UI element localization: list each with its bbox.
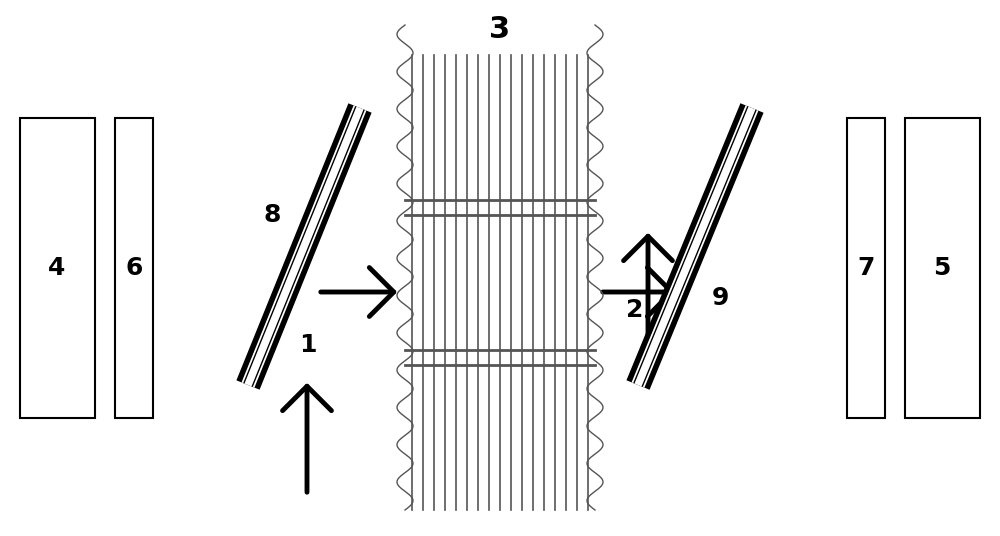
Text: 1: 1 (299, 333, 317, 357)
Text: 2: 2 (626, 298, 644, 322)
Text: 8: 8 (263, 203, 281, 227)
Text: 4: 4 (48, 256, 66, 280)
Bar (847, 118, 885, 418)
Text: 6: 6 (125, 256, 143, 280)
Bar (20, 118, 95, 418)
Bar (115, 118, 153, 418)
Text: 9: 9 (711, 286, 729, 310)
Bar (905, 118, 980, 418)
Text: 3: 3 (489, 15, 511, 44)
Text: 7: 7 (857, 256, 875, 280)
Text: 5: 5 (933, 256, 951, 280)
